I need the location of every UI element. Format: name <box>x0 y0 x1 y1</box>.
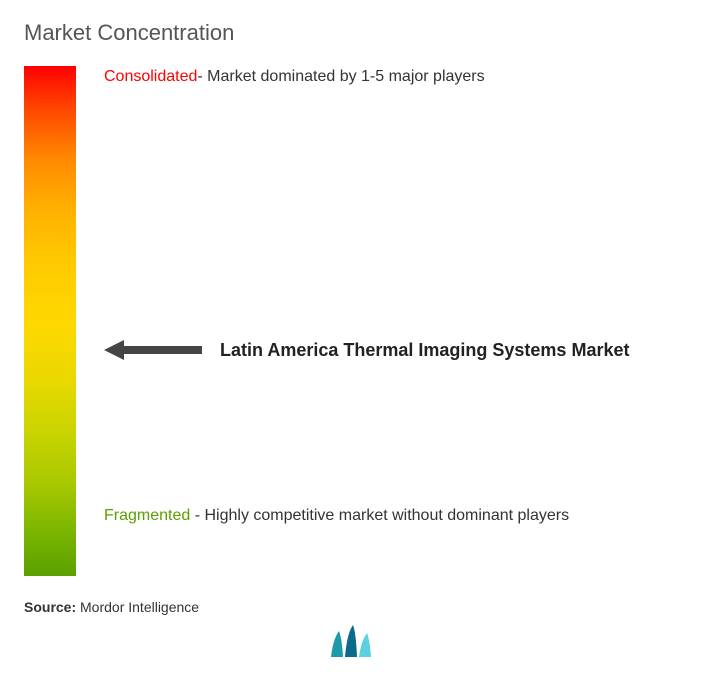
mordor-logo-icon <box>327 623 375 661</box>
consolidated-text: - Market dominated by 1-5 major players <box>197 68 484 85</box>
market-marker: Latin America Thermal Imaging Systems Ma… <box>104 338 629 362</box>
consolidated-label: Consolidated- Market dominated by 1-5 ma… <box>104 66 485 88</box>
market-name-label: Latin America Thermal Imaging Systems Ma… <box>220 340 629 361</box>
fragmented-highlight: Fragmented <box>104 507 190 524</box>
fragmented-text: - Highly competitive market without domi… <box>190 507 569 524</box>
main-content: Consolidated- Market dominated by 1-5 ma… <box>24 66 677 576</box>
source-attribution: Source: Mordor Intelligence <box>24 599 199 615</box>
source-label: Source: <box>24 599 76 615</box>
page-title: Market Concentration <box>24 20 677 46</box>
fragmented-label: Fragmented - Highly competitive market w… <box>104 502 657 529</box>
consolidated-highlight: Consolidated <box>104 68 197 85</box>
concentration-gradient-bar <box>24 66 76 576</box>
labels-area: Consolidated- Market dominated by 1-5 ma… <box>104 66 677 576</box>
source-value: Mordor Intelligence <box>76 599 199 615</box>
arrow-left-icon <box>104 338 202 362</box>
